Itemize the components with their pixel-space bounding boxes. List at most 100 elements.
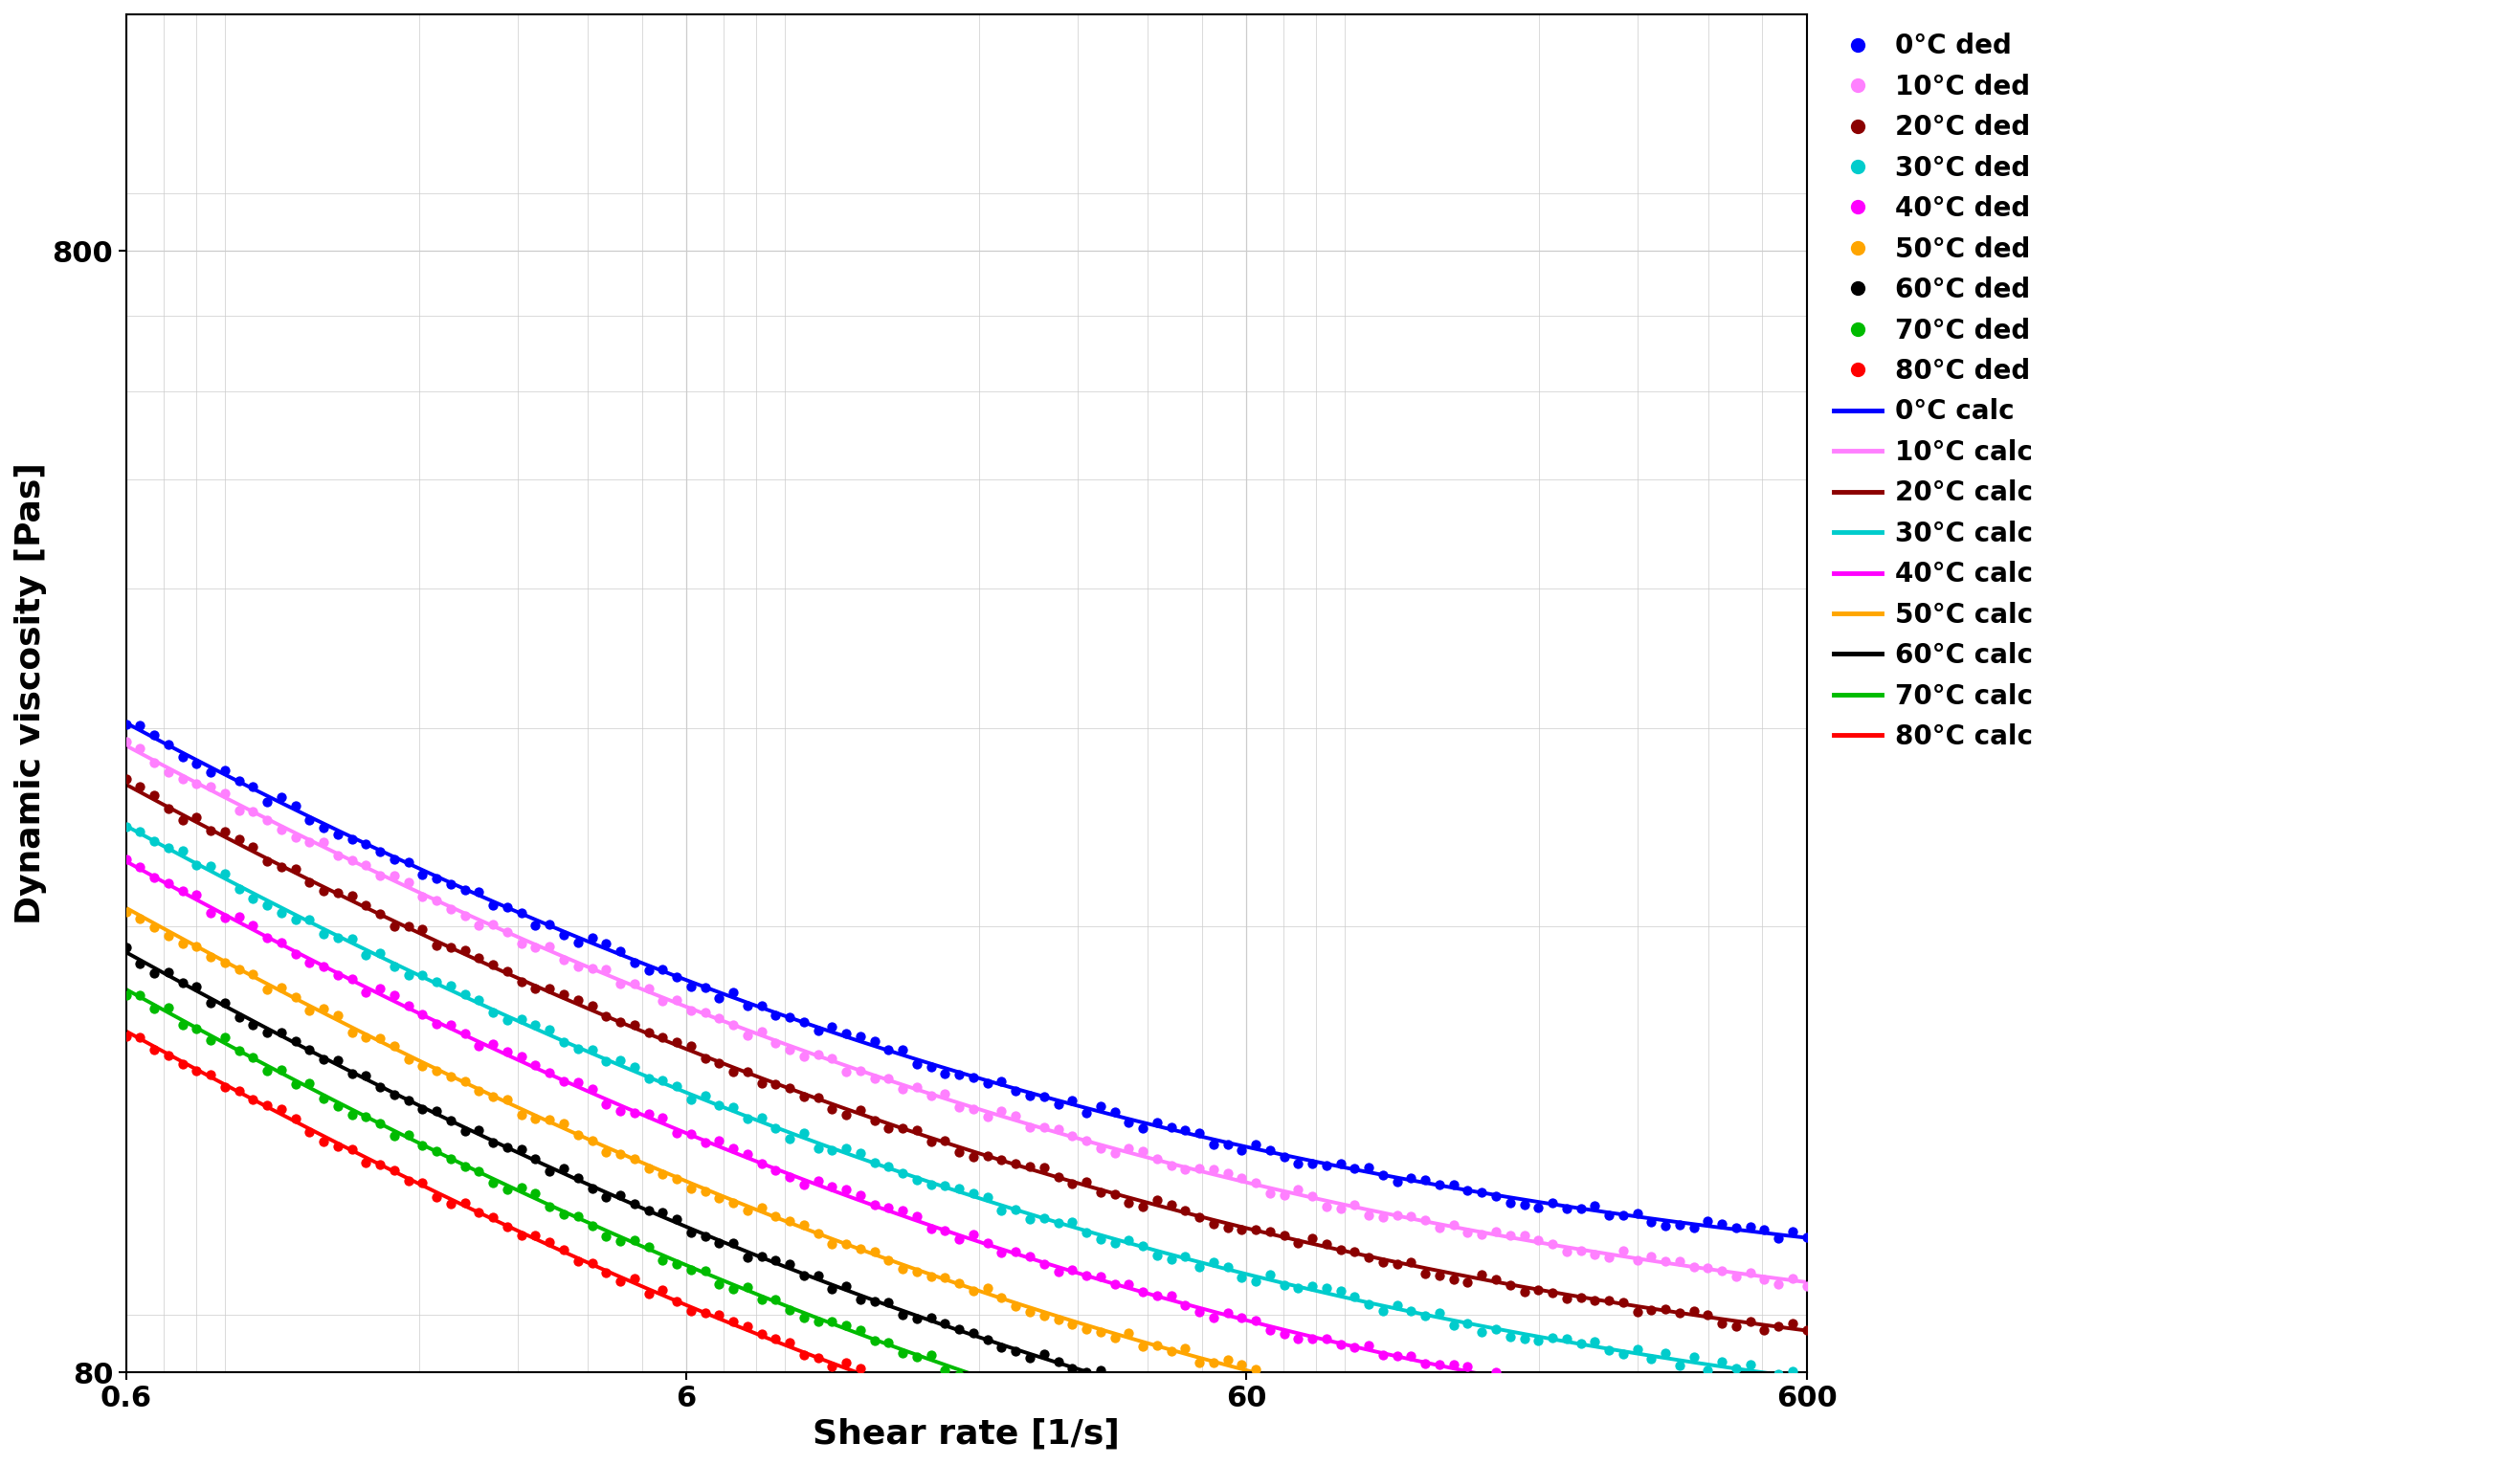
Point — [1363, 1443, 1404, 1465]
Point — [544, 1157, 585, 1181]
Point — [1348, 1245, 1389, 1269]
Point — [670, 1220, 711, 1244]
Point — [1701, 1458, 1741, 1465]
Point — [1265, 1373, 1305, 1396]
Point — [204, 820, 244, 844]
Point — [529, 1160, 570, 1184]
Point — [882, 1257, 922, 1280]
Point — [940, 1402, 980, 1425]
Point — [416, 889, 456, 913]
Point — [333, 1103, 373, 1127]
Point — [1517, 1229, 1557, 1253]
Point — [1265, 1450, 1305, 1465]
Point — [1688, 1358, 1729, 1381]
Point — [953, 1067, 993, 1090]
Point — [685, 1001, 726, 1024]
Point — [1588, 1389, 1628, 1412]
Point — [219, 1039, 260, 1062]
Point — [1179, 1387, 1220, 1411]
Point — [388, 914, 428, 938]
Point — [1066, 1128, 1106, 1151]
Point — [1348, 1204, 1389, 1228]
Point — [1278, 1327, 1318, 1351]
Point — [713, 1012, 753, 1036]
Point — [1094, 1182, 1134, 1206]
Point — [587, 1049, 627, 1072]
Point — [403, 963, 444, 986]
Point — [106, 712, 146, 735]
Point — [486, 895, 527, 919]
Point — [1207, 1301, 1247, 1324]
Point — [643, 1277, 683, 1301]
Point — [1419, 1408, 1459, 1431]
Point — [1152, 1424, 1192, 1447]
Point — [486, 1008, 527, 1031]
Point — [1207, 1398, 1247, 1421]
Point — [1320, 1197, 1361, 1220]
Point — [839, 1184, 879, 1207]
Point — [360, 839, 401, 863]
Point — [1603, 1239, 1643, 1263]
Point — [769, 1037, 809, 1061]
Point — [600, 1229, 640, 1253]
Point — [501, 1008, 542, 1031]
Point — [1462, 1263, 1502, 1286]
Point — [728, 1314, 769, 1338]
Point — [1094, 1272, 1134, 1295]
Point — [106, 816, 146, 839]
Point — [1336, 1336, 1376, 1360]
Point — [756, 1159, 796, 1182]
Point — [1066, 1361, 1106, 1384]
Point — [968, 1105, 1008, 1128]
Point — [501, 932, 542, 955]
Point — [544, 983, 585, 1006]
Point — [302, 955, 343, 979]
Point — [318, 1094, 358, 1118]
Point — [1504, 1327, 1545, 1351]
Point — [741, 1020, 781, 1043]
Point — [869, 1067, 910, 1090]
Point — [232, 800, 272, 823]
Point — [1434, 1267, 1474, 1291]
Point — [1504, 1193, 1545, 1216]
Point — [980, 1336, 1021, 1360]
Point — [925, 1387, 965, 1411]
Point — [1759, 1314, 1799, 1338]
Point — [572, 1128, 612, 1151]
Point — [1673, 1299, 1714, 1323]
Point — [345, 894, 386, 917]
Point — [1688, 1209, 1729, 1232]
Point — [741, 1151, 781, 1175]
Point — [1560, 1286, 1600, 1310]
Point — [247, 894, 287, 917]
Point — [1179, 1156, 1220, 1179]
Point — [106, 1024, 146, 1047]
Point — [1320, 1153, 1361, 1176]
Point — [1023, 1156, 1063, 1179]
Point — [1391, 1345, 1431, 1368]
Point — [416, 970, 456, 993]
Point — [149, 924, 189, 948]
Point — [799, 1135, 839, 1159]
Point — [474, 1031, 514, 1055]
Point — [318, 822, 358, 845]
Point — [615, 951, 655, 974]
Point — [1250, 1219, 1290, 1242]
Point — [474, 1084, 514, 1108]
Point — [572, 1077, 612, 1100]
Point — [1051, 1088, 1091, 1112]
Point — [1320, 1238, 1361, 1261]
Point — [1363, 1206, 1404, 1229]
Point — [176, 753, 217, 776]
Point — [1250, 1367, 1290, 1390]
Point — [176, 976, 217, 999]
Point — [403, 1053, 444, 1077]
Point — [403, 863, 444, 886]
Point — [416, 1140, 456, 1163]
Point — [769, 1332, 809, 1355]
Point — [1081, 1320, 1121, 1343]
Point — [176, 853, 217, 876]
Point — [1787, 1226, 1827, 1250]
Point — [1194, 1396, 1235, 1420]
Point — [968, 1276, 1008, 1299]
